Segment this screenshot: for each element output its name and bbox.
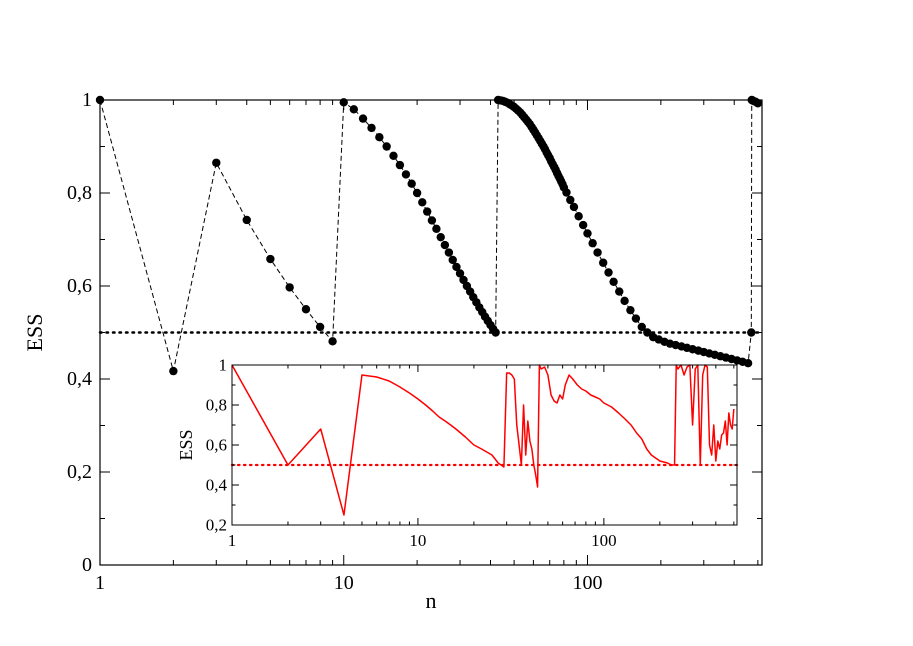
main-data-point [643, 328, 652, 337]
main-data-point [407, 179, 416, 188]
main-data-point [358, 114, 368, 123]
inset-x-tick-label: 100 [591, 531, 617, 550]
inset-y-tick-label: 0,8 [206, 396, 227, 415]
main-data-point [440, 240, 450, 250]
main-y-axis-title: ESS [22, 314, 47, 352]
main-data-point [418, 198, 427, 207]
main-data-point [569, 202, 579, 212]
main-x-axis-title: n [426, 588, 437, 613]
main-data-point [432, 224, 441, 234]
main-data-point [609, 277, 618, 287]
main-data-point [395, 160, 405, 170]
main-x-tick-labels: 1 10 100 [95, 572, 602, 594]
main-series-markers [95, 95, 763, 376]
main-data-point [588, 239, 597, 248]
inset-series-line [231, 364, 735, 516]
inset-y-tick-label: 1 [219, 356, 228, 375]
main-data-point [367, 123, 376, 133]
main-data-point [427, 216, 437, 225]
inset-x-tick-label: 1 [228, 531, 237, 550]
main-data-point [593, 248, 602, 257]
inset-y-tick-labels: 0,2 0,4 0,6 0,8 1 [206, 356, 228, 535]
inset-axis-ticks [231, 364, 737, 526]
main-data-point [285, 283, 294, 292]
main-data-point [423, 207, 432, 216]
inset-plot: 1 10 100 0,2 0,4 0,6 0,8 1 ESS [176, 356, 739, 550]
main-data-point [562, 188, 571, 197]
main-data-point [301, 305, 311, 314]
main-data-point [452, 262, 461, 272]
main-data-point [637, 322, 646, 332]
inset-x-tick-labels: 1 10 100 [228, 531, 617, 550]
main-y-tick-label: 0,2 [67, 461, 92, 483]
main-data-point [401, 170, 411, 179]
main-x-tick-label: 10 [334, 572, 354, 594]
main-data-point [491, 328, 500, 337]
main-data-point [583, 229, 592, 238]
inset-x-tick-label: 10 [409, 531, 426, 550]
main-plot: 1 10 100 0 0,2 0,4 0,6 0,8 1 n ESS [22, 89, 764, 613]
main-data-point [444, 248, 454, 257]
main-axis-ticks [99, 99, 762, 566]
main-data-point [566, 195, 575, 205]
main-data-point [375, 133, 384, 142]
main-data-point [169, 366, 178, 376]
main-data-point [382, 142, 391, 151]
main-data-point [743, 358, 753, 368]
main-data-point [242, 215, 251, 225]
main-data-point [747, 328, 756, 337]
main-y-tick-labels: 0 0,2 0,4 0,6 0,8 1 [67, 89, 92, 576]
inset-series-path [231, 364, 735, 516]
main-data-point [604, 268, 613, 277]
main-y-tick-label: 1 [82, 89, 92, 111]
main-data-point [448, 255, 457, 265]
main-data-point [266, 254, 275, 264]
main-data-point [615, 287, 624, 296]
main-data-point [349, 105, 359, 114]
inset-y-axis-title: ESS [176, 429, 196, 460]
main-data-point [412, 188, 422, 198]
main-data-point [436, 232, 445, 242]
inset-y-tick-label: 0,2 [206, 516, 227, 535]
main-data-point [328, 337, 337, 346]
main-y-tick-label: 0 [82, 554, 92, 576]
main-y-tick-label: 0,6 [67, 275, 92, 297]
main-data-point [598, 258, 608, 267]
main-data-point [315, 322, 325, 332]
main-x-tick-label: 1 [95, 572, 105, 594]
main-x-tick-label: 100 [572, 572, 602, 594]
main-data-point [631, 314, 641, 323]
main-data-point [626, 305, 635, 315]
inset-y-tick-label: 0,6 [206, 436, 227, 455]
main-y-tick-label: 0,4 [67, 368, 92, 390]
main-data-point [455, 269, 465, 278]
main-data-point [212, 158, 221, 167]
main-data-point [578, 220, 588, 230]
main-data-point [389, 151, 398, 160]
inset-background [232, 365, 737, 525]
main-y-tick-label: 0,8 [67, 182, 92, 204]
inset-y-tick-label: 0,4 [206, 476, 228, 495]
main-data-point [574, 212, 583, 221]
main-data-point [620, 296, 629, 306]
